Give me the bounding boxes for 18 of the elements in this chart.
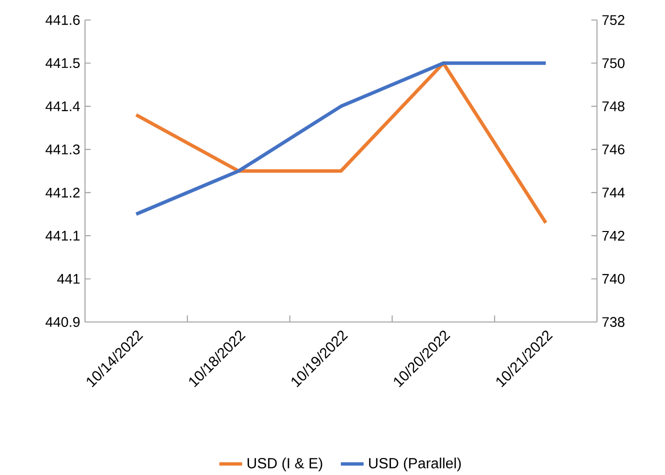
y2-tick-label: 740 — [602, 274, 625, 284]
legend-label: USD (I & E) — [248, 458, 322, 472]
y2-tick-label: 748 — [602, 101, 624, 112]
y-tick-label: 441.4 — [46, 101, 80, 112]
y-tick-label: 441.1 — [46, 230, 80, 241]
y2-tick-label: 744 — [602, 188, 625, 198]
y-tick-label: 441.2 — [46, 188, 80, 198]
y2-tick-label: 742 — [602, 230, 624, 241]
y2-tick-label: 738 — [602, 317, 624, 327]
y2-tick-label: 746 — [602, 144, 624, 154]
y-tick-label: 440.9 — [46, 317, 80, 327]
y-tick-label: 441.5 — [46, 58, 80, 68]
y-tick-label: 441.3 — [46, 144, 80, 154]
y-tick-label: 441.6 — [46, 15, 80, 25]
legend-label: USD (Parallel) — [369, 458, 461, 472]
y-tick-label: 441 — [57, 274, 80, 284]
y2-tick-label: 752 — [602, 15, 624, 25]
y2-tick-label: 750 — [602, 58, 625, 68]
